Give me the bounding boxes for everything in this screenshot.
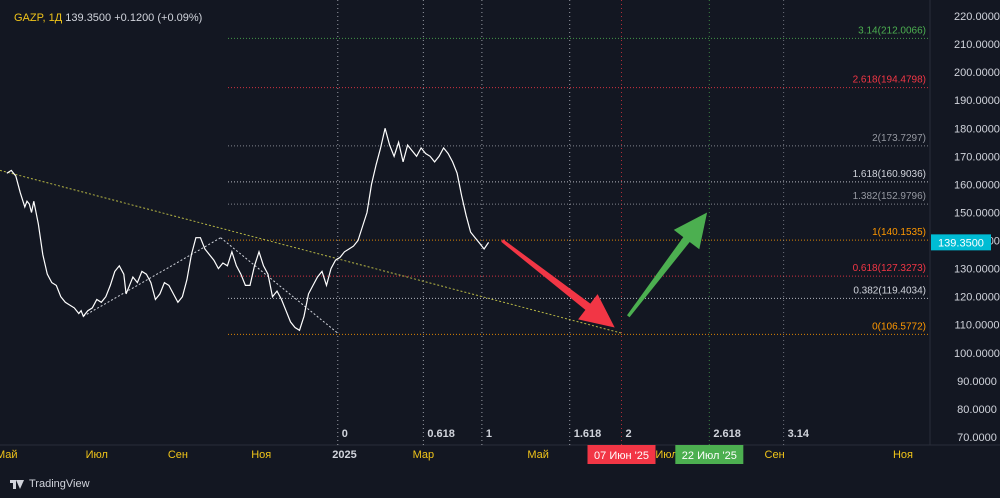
x-tick-label: Май — [527, 449, 549, 461]
price-line — [6, 128, 490, 332]
time-fib-label: 3.14 — [788, 428, 810, 440]
branding[interactable]: TradingView — [10, 478, 90, 490]
time-fib-label: 2.618 — [713, 428, 741, 440]
y-tick-label: 160.0000 — [954, 179, 1000, 191]
current-price-badge — [931, 234, 991, 251]
y-tick-label: 190.0000 — [954, 95, 1000, 107]
down-arrow — [501, 239, 615, 328]
y-tick-label: 80.0000 — [957, 404, 997, 416]
x-tick-label: Май — [0, 449, 18, 461]
x-tick-label: Сен — [765, 449, 785, 461]
time-fib-label: 1 — [486, 428, 492, 440]
y-tick-label: 210.0000 — [954, 39, 1000, 51]
y-tick-label: 70.0000 — [957, 432, 997, 444]
chart-header: GAZP, 1Д 139.3500 +0.1200 (+0.09%) — [14, 12, 202, 24]
x-tick-label: Июл — [86, 449, 108, 461]
symbol-label[interactable]: GAZP, 1Д — [14, 12, 63, 24]
tradingview-logo-icon — [10, 479, 24, 489]
fib-level-label: 0(106.5772) — [872, 321, 926, 332]
fib-level-label: 1.618(160.9036) — [853, 169, 926, 180]
x-tick-label: 2025 — [332, 449, 356, 461]
y-tick-label: 150.0000 — [954, 207, 1000, 219]
change-label: +0.1200 (+0.09%) — [114, 12, 203, 24]
brand-name: TradingView — [29, 478, 90, 490]
x-tick-label: Июл — [655, 449, 677, 461]
y-tick-label: 170.0000 — [954, 151, 1000, 163]
time-fib-label: 0 — [342, 428, 348, 440]
y-tick-label: 220.0000 — [954, 11, 1000, 23]
price-label: 139.3500 — [65, 12, 112, 24]
fib-level-label: 2(173.7297) — [872, 133, 926, 144]
y-tick-label: 90.0000 — [957, 376, 997, 388]
x-tick-label: Ноя — [251, 449, 271, 461]
fib-level-label: 2.618(194.4798) — [853, 75, 926, 86]
y-tick-label: 200.0000 — [954, 67, 1000, 79]
current-price-value: 139.3500 — [938, 237, 984, 249]
date-badge-label: 07 Июн '25 — [594, 450, 649, 462]
date-badge — [675, 445, 744, 464]
x-tick-label: Ноя — [893, 449, 913, 461]
y-tick-label: 180.0000 — [954, 123, 1000, 135]
fib-level-label: 1.382(152.9796) — [853, 191, 926, 202]
x-tick-label: Сен — [168, 449, 188, 461]
fib-level-label: 3.14(212.0066) — [858, 25, 926, 36]
y-tick-label: 110.0000 — [954, 320, 999, 332]
time-fib-label: 2 — [626, 428, 632, 440]
x-tick-label: Мар — [413, 449, 435, 461]
y-tick-label: 120.0000 — [954, 292, 1000, 304]
fib-level-label: 0.382(119.4034) — [853, 285, 926, 296]
time-fib-label: 1.618 — [574, 428, 602, 440]
y-tick-label: 130.0000 — [954, 264, 1000, 276]
fib-level-label: 1(140.1535) — [872, 227, 926, 238]
y-tick-label: 100.0000 — [954, 348, 1000, 360]
up-arrow — [627, 212, 708, 318]
time-fib-label: 0.618 — [427, 428, 455, 440]
trendline — [0, 169, 622, 334]
fib-level-label: 0.618(127.3273) — [853, 263, 926, 274]
trendline — [220, 237, 339, 334]
date-badge — [587, 445, 656, 464]
date-badge-label: 22 Июл '25 — [682, 450, 737, 462]
